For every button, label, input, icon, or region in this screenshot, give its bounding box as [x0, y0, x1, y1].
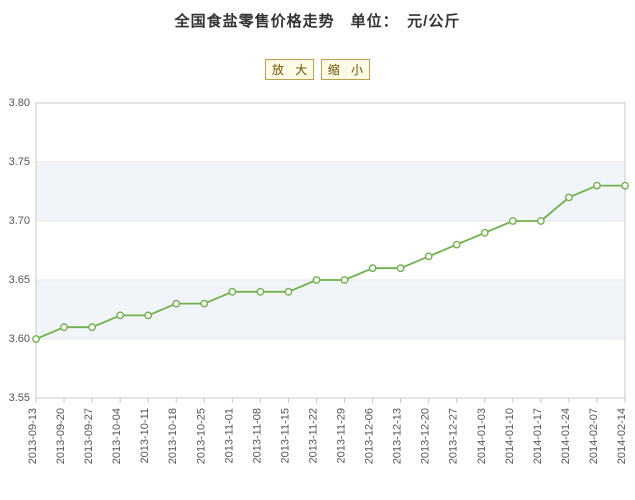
- x-tick-label: 2014-01-03: [476, 408, 488, 464]
- data-point: [201, 300, 207, 306]
- x-tick-label: 2013-12-06: [364, 408, 376, 464]
- x-tick-label: 2013-10-11: [139, 408, 151, 463]
- data-point: [89, 324, 95, 330]
- data-point: [145, 312, 151, 318]
- y-tick-label: 3.65: [9, 274, 30, 286]
- x-tick-label: 2013-11-15: [279, 408, 291, 463]
- data-point: [566, 194, 572, 200]
- y-tick-label: 3.60: [9, 333, 30, 345]
- data-point: [229, 289, 235, 295]
- y-tick-label: 3.55: [9, 392, 30, 404]
- y-tick-label: 3.80: [9, 97, 30, 109]
- zoom-out-button[interactable]: 缩 小: [321, 59, 370, 80]
- data-point: [454, 241, 460, 247]
- x-tick-label: 2014-01-24: [560, 408, 572, 464]
- data-point: [285, 289, 291, 295]
- data-point: [622, 182, 628, 188]
- x-tick-label: 2014-01-17: [532, 408, 544, 464]
- x-tick-label: 2013-10-18: [167, 408, 179, 464]
- chart-area: 3.55 3.60 3.65 3.70 3.75 3.80 2013-09-13 2013-0…: [0, 88, 635, 478]
- data-point: [397, 265, 403, 271]
- x-tick-label: 2013-12-27: [448, 408, 460, 464]
- x-tick-label: 2013-11-29: [336, 408, 348, 463]
- x-tick-label: 2013-09-20: [55, 408, 67, 464]
- chart-title: 全国食盐零售价格走势 单位： 元/公斤: [0, 0, 635, 31]
- data-point: [117, 312, 123, 318]
- data-point: [594, 182, 600, 188]
- x-tick-label: 2013-11-22: [307, 408, 319, 463]
- y-tick-label: 3.70: [9, 215, 30, 227]
- chart-controls: 放 大 缩 小: [0, 59, 635, 80]
- data-point: [538, 218, 544, 224]
- data-point: [369, 265, 375, 271]
- x-tick-label: 2013-09-27: [83, 408, 95, 464]
- zoom-in-button[interactable]: 放 大: [265, 59, 314, 80]
- data-point: [341, 277, 347, 283]
- x-tick-label: 2014-02-07: [588, 408, 600, 464]
- data-point: [482, 230, 488, 236]
- x-tick-label: 2013-10-25: [195, 408, 207, 464]
- x-tick-label: 2013-11-01: [223, 408, 235, 463]
- x-tick-label: 2013-11-08: [251, 408, 263, 463]
- x-tick-label: 2013-12-20: [420, 408, 432, 464]
- data-point: [425, 253, 431, 259]
- y-tick-label: 3.75: [9, 156, 30, 168]
- line-chart: 3.55 3.60 3.65 3.70 3.75 3.80 2013-09-13 2013-0…: [0, 88, 635, 478]
- data-point: [33, 336, 39, 342]
- data-point: [510, 218, 516, 224]
- data-point: [61, 324, 67, 330]
- x-tick-label: 2014-02-14: [616, 408, 628, 464]
- x-tick-label: 2013-10-04: [111, 408, 123, 464]
- data-point: [313, 277, 319, 283]
- data-point: [257, 289, 263, 295]
- data-point: [173, 300, 179, 306]
- x-tick-label: 2013-09-13: [27, 408, 39, 464]
- x-tick-label: 2014-01-10: [504, 408, 516, 464]
- x-tick-label: 2013-12-13: [392, 408, 404, 464]
